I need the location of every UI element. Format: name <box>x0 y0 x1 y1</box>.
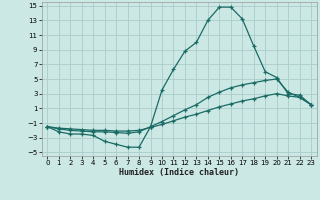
X-axis label: Humidex (Indice chaleur): Humidex (Indice chaleur) <box>119 168 239 177</box>
